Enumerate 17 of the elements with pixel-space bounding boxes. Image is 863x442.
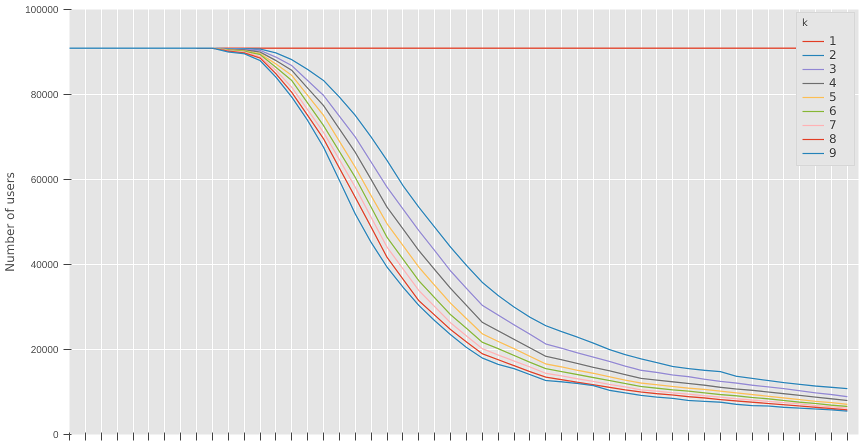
- y-tick-label: 20000: [30, 345, 59, 356]
- legend-label: 3: [829, 62, 838, 76]
- legend-title: k: [802, 18, 809, 29]
- legend-label: 5: [829, 90, 838, 104]
- y-tick-label: 100000: [25, 5, 59, 16]
- y-tick-label: 80000: [30, 90, 59, 101]
- y-tick-label: 60000: [30, 175, 59, 186]
- y-tick-label: 40000: [30, 260, 59, 271]
- y-tick-label: 0: [52, 430, 59, 441]
- legend-label: 6: [829, 104, 838, 118]
- y-axis-title: Number of users: [3, 172, 18, 272]
- legend-label: 1: [829, 34, 838, 48]
- legend-label: 2: [829, 48, 838, 62]
- legend-label: 4: [829, 76, 838, 90]
- legend-label: 8: [829, 132, 838, 146]
- legend-label: 9: [829, 146, 838, 160]
- legend-label: 7: [829, 118, 838, 132]
